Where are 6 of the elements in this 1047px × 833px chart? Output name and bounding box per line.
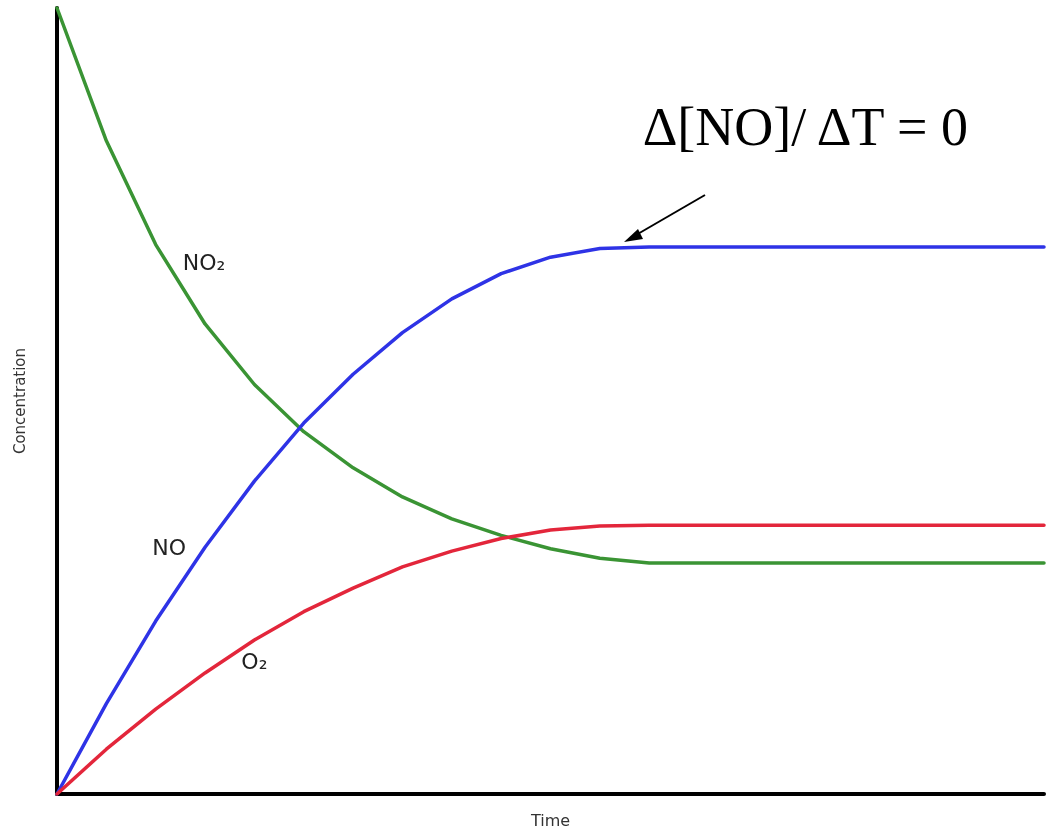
series-label: NO <box>152 534 187 560</box>
series-label: NO₂ <box>182 250 226 276</box>
y-axis-title: Concentration <box>10 347 29 455</box>
x-axis-title: Time <box>529 810 571 830</box>
series-label: O₂ <box>241 649 268 675</box>
annotation: Δ[NO]/ ΔT = 0 <box>642 97 969 157</box>
